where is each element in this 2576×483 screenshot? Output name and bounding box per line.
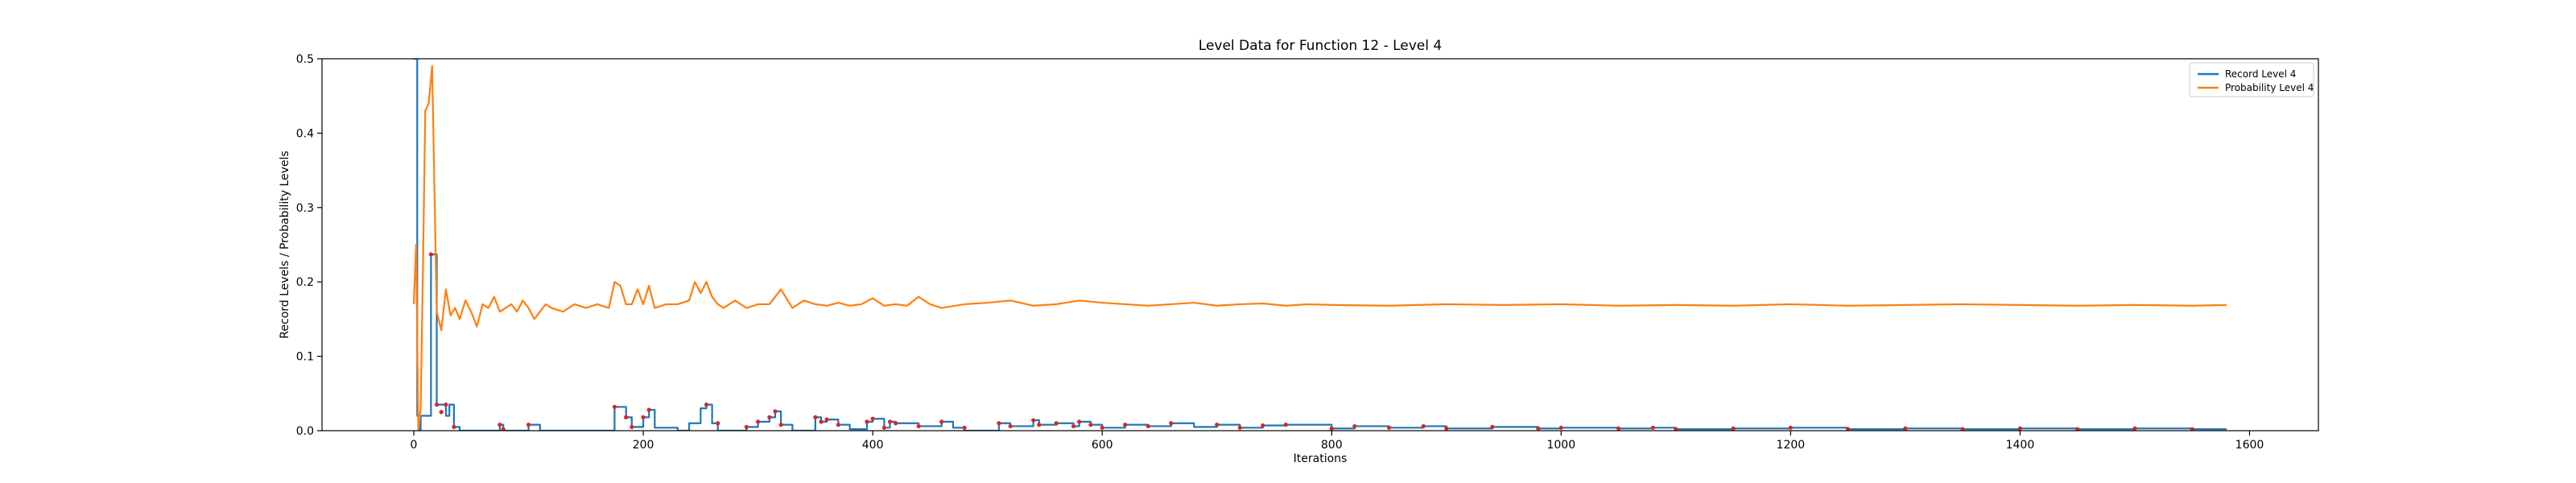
record-marker <box>641 415 646 419</box>
record-marker <box>773 409 778 414</box>
record-marker <box>1054 421 1059 426</box>
series-line-1 <box>412 65 2227 431</box>
marker-layer <box>428 252 2194 431</box>
record-marker <box>767 415 772 419</box>
x-tick-label: 800 <box>1321 439 1343 452</box>
record-marker <box>1037 423 1042 427</box>
record-marker <box>819 419 824 424</box>
record-marker <box>444 402 448 407</box>
record-marker <box>2075 427 2080 431</box>
record-marker <box>939 419 944 424</box>
record-marker <box>894 421 898 426</box>
record-marker <box>497 423 502 427</box>
y-tick-label: 0.2 <box>296 276 314 289</box>
record-marker <box>1261 423 1265 428</box>
y-axis: 0.0 0.1 0.2 0.3 0.4 0.5 <box>296 53 322 438</box>
record-marker <box>428 252 434 257</box>
record-marker <box>1960 427 1965 431</box>
legend: Record Level 4 Probability Level 4 <box>2189 62 2314 97</box>
x-tick-label: 1000 <box>1546 439 1575 452</box>
record-marker <box>1846 427 1851 431</box>
record-marker <box>1169 421 1174 426</box>
record-marker <box>612 404 617 410</box>
x-tick-label: 0 <box>411 439 418 452</box>
record-marker <box>1283 423 1288 427</box>
record-marker <box>1788 425 1793 430</box>
record-marker <box>1123 423 1128 427</box>
x-tick-label: 1600 <box>2235 439 2264 452</box>
record-marker <box>865 419 869 424</box>
record-marker <box>624 415 629 419</box>
y-tick-label: 0.0 <box>296 425 314 438</box>
record-marker <box>1558 425 1563 430</box>
plot-frame <box>321 58 2319 431</box>
x-axis-label: Iterations <box>1294 452 1348 465</box>
record-marker <box>1100 425 1104 430</box>
record-marker <box>744 424 749 429</box>
record-marker <box>1616 426 1621 431</box>
record-marker <box>916 423 921 429</box>
y-tick-label: 0.1 <box>296 351 314 364</box>
record-marker <box>1215 423 1220 427</box>
y-axis-label: Record Levels / Probability Levels <box>279 151 291 338</box>
y-tick-label: 0.4 <box>296 127 314 140</box>
legend-label-0: Record Level 4 <box>2225 68 2296 80</box>
x-tick-label: 400 <box>862 439 884 452</box>
x-tick-label: 1200 <box>1777 439 1806 452</box>
record-marker <box>1031 418 1036 423</box>
record-marker <box>434 402 440 407</box>
x-tick-label: 200 <box>633 439 654 452</box>
record-marker <box>1329 426 1334 431</box>
x-tick-label: 600 <box>1092 439 1113 452</box>
record-marker <box>962 425 967 430</box>
record-marker <box>2132 426 2137 431</box>
record-marker <box>1731 426 1736 431</box>
record-marker <box>1650 425 1655 430</box>
record-marker <box>887 419 893 424</box>
chart-title: Level Data for Function 12 - Level 4 <box>1199 38 1442 54</box>
record-marker <box>646 407 651 412</box>
record-marker <box>439 410 444 415</box>
x-axis: 0 200 400 600 800 1000 1200 1400 1600 <box>411 431 2264 452</box>
record-marker <box>1674 427 1678 431</box>
record-marker <box>1008 423 1013 429</box>
record-marker <box>1071 423 1076 429</box>
record-marker <box>1536 426 1541 431</box>
record-marker <box>1146 423 1150 429</box>
record-marker <box>1352 423 1357 429</box>
record-marker <box>1088 423 1093 427</box>
record-marker <box>1444 426 1449 431</box>
record-marker <box>778 423 783 427</box>
x-tick-label: 1400 <box>2006 439 2035 452</box>
y-tick-label: 0.5 <box>296 53 314 66</box>
record-marker <box>704 402 709 407</box>
record-marker <box>870 416 875 421</box>
record-marker <box>1421 423 1426 429</box>
record-marker <box>1490 424 1495 429</box>
record-marker <box>1903 426 1908 431</box>
record-marker <box>756 419 761 424</box>
record-marker <box>2017 426 2023 431</box>
record-marker <box>836 423 840 427</box>
record-marker <box>2190 427 2194 431</box>
record-marker <box>716 421 720 426</box>
record-marker <box>1077 419 1082 424</box>
y-tick-label: 0.3 <box>296 202 314 215</box>
record-marker <box>824 417 829 422</box>
legend-label-1: Probability Level 4 <box>2225 82 2314 93</box>
record-marker <box>997 421 1001 426</box>
legend-box <box>2189 62 2314 97</box>
record-marker <box>452 424 456 429</box>
record-marker <box>1237 425 1242 430</box>
record-marker <box>881 425 886 430</box>
record-marker <box>1386 425 1392 430</box>
record-marker <box>813 415 818 419</box>
record-marker <box>501 427 506 431</box>
record-marker <box>526 423 531 427</box>
record-marker <box>630 424 634 429</box>
